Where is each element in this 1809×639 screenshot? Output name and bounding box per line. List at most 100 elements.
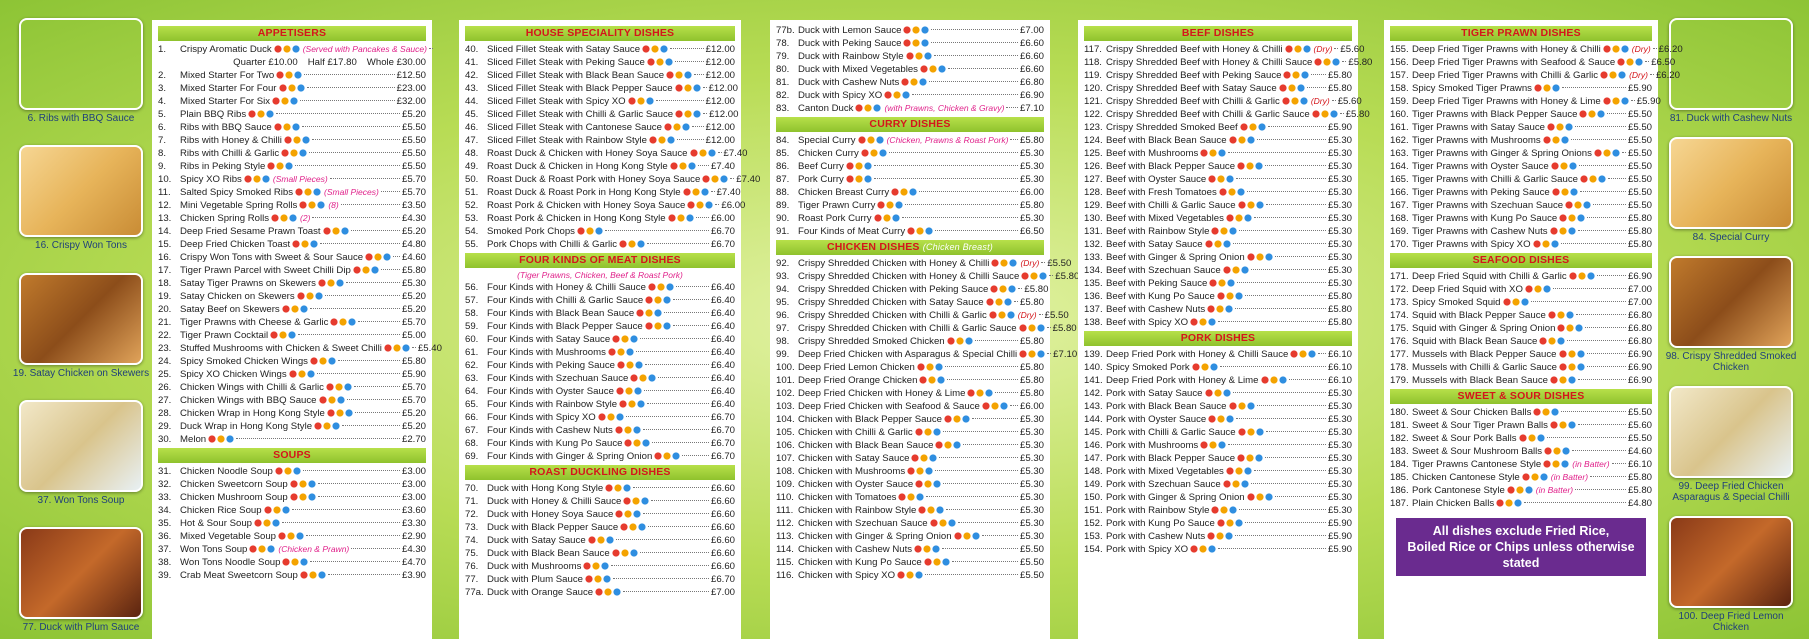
leader — [901, 217, 1018, 218]
item-price: £5.30 — [1019, 161, 1044, 172]
item-number: 13. — [158, 213, 172, 224]
item-number: 106. — [776, 440, 795, 451]
item-number: 59. — [465, 321, 479, 332]
menu-item: 147. Pork with Black Pepper Sauce £5.30 — [1084, 452, 1352, 465]
menu-item: 126. Beef with Black Pepper Sauce £5.30 — [1084, 160, 1352, 173]
menu-item: 128. Beef with Fresh Tomatoes £5.30 — [1084, 186, 1352, 199]
menu-item: 42. Sliced Fillet Steak with Black Bean S… — [465, 69, 735, 82]
item-name: Roast Duck & Roast Pork with Honey Soya … — [487, 173, 728, 186]
item-number: 77. — [465, 574, 479, 585]
leader — [1611, 463, 1626, 464]
menu-item: 174. Squid with Black Pepper Sauce £6.80 — [1390, 309, 1652, 322]
item-number: 142. — [1084, 388, 1103, 399]
item-number: 70. — [465, 483, 479, 494]
item-price: £5.50 — [401, 148, 426, 159]
leader — [931, 29, 1018, 30]
menu-item: 63. Four Kinds with Szechuan Sauce £6.40 — [465, 372, 735, 385]
photo-image — [19, 272, 143, 365]
menu-item: 118. Crispy Shredded Beef with Honey & Ch… — [1084, 56, 1372, 69]
menu-item: 12. Mini Vegetable Spring Rolls (8) £3.50 — [158, 199, 426, 212]
leader — [873, 178, 1018, 179]
item-number: 145. — [1084, 427, 1103, 438]
item-number: 160. — [1390, 109, 1409, 120]
leader — [1630, 100, 1635, 101]
leader — [946, 509, 1018, 510]
leader — [1530, 301, 1626, 302]
item-number: 22. — [158, 330, 172, 341]
menu-item: 116. Chicken with Spicy XO £5.50 — [776, 569, 1044, 582]
item-note: (Dry) — [1631, 44, 1651, 54]
item-name: Pork Chops with Chilli & Garlic — [487, 238, 645, 251]
item-name: Chicken Wings with BBQ Sauce — [180, 394, 345, 407]
item-price: £4.80 — [401, 239, 426, 250]
item-name: Pork Cantonese Style — [1412, 484, 1533, 497]
item-name: Chicken with Satay Sauce — [798, 452, 937, 465]
item-name: Deep Fried Orange Chicken — [798, 374, 945, 387]
item-number: 116. — [776, 570, 794, 581]
item-name: Tiger Prawns with Peking Sauce — [1412, 186, 1578, 199]
item-name: Pork with Chilli & Garlic Sauce — [1106, 426, 1264, 439]
leader — [276, 113, 400, 114]
item-price: £3.00 — [401, 479, 426, 490]
leader — [1552, 288, 1626, 289]
item-number: 133. — [1084, 252, 1103, 263]
item-name: Chicken Spring Rolls — [180, 212, 297, 225]
item-price: £5.30 — [1019, 414, 1044, 425]
item-number: 118. — [1084, 57, 1102, 68]
item-price: £5.80 — [1055, 271, 1080, 282]
item-name: Pork with Satay Sauce — [1106, 387, 1231, 400]
leader — [1235, 535, 1326, 536]
item-name: Duck with Cashew Nuts — [798, 76, 927, 89]
item-price: £5.30 — [401, 278, 426, 289]
item-number: 141. — [1084, 375, 1103, 386]
leader — [682, 455, 709, 456]
leader — [411, 347, 416, 348]
menu-item: 176. Squid with Black Bean Sauce £6.80 — [1390, 335, 1652, 348]
leader — [1590, 476, 1626, 477]
leader — [647, 243, 709, 244]
leader — [309, 152, 400, 153]
item-name: Chicken with Oyster Sauce — [798, 478, 941, 491]
item-name: Ribs with BBQ Sauce — [180, 121, 300, 134]
item-name: Crispy Shredded Beef with Chilli & Garli… — [1106, 108, 1338, 121]
item-number: 35. — [158, 518, 172, 529]
menu-item: 124. Beef with Black Bean Sauce £5.30 — [1084, 134, 1352, 147]
item-price: £6.60 — [710, 509, 735, 520]
item-number: 123. — [1084, 122, 1103, 133]
menu-item: 65. Four Kinds with Rainbow Style £6.40 — [465, 398, 735, 411]
item-price: £5.20 — [401, 109, 426, 120]
item-price: £6.60 — [710, 522, 735, 533]
leader — [1253, 470, 1326, 471]
item-price: £5.20 — [401, 291, 426, 302]
menu-item: 138. Beef with Spicy XO £5.80 — [1084, 316, 1352, 329]
item-price: £3.60 — [401, 505, 426, 516]
menu-item: 149. Pork with Szechuan Sauce £5.30 — [1084, 478, 1352, 491]
item-name: Tiger Prawns with Kung Po Sauce — [1412, 212, 1585, 225]
menu-item: 6. Ribs with BBQ Sauce £5.50 — [158, 121, 426, 134]
item-price: £6.70 — [710, 226, 735, 237]
item-number: 97. — [776, 323, 790, 334]
menu-item: 79. Duck with Rainbow Style £6.60 — [776, 50, 1044, 63]
item-price: £5.30 — [1019, 174, 1044, 185]
leader — [1041, 262, 1046, 263]
menu-item: 49. Roast Duck & Chicken in Hong Kong Sty… — [465, 160, 735, 173]
leader — [1274, 496, 1326, 497]
menu-item: 22. Tiger Prawn Cocktail £5.00 — [158, 329, 426, 342]
leader — [933, 55, 1018, 56]
item-number: 177. — [1390, 349, 1409, 360]
leader — [931, 42, 1018, 43]
leader — [1256, 139, 1326, 140]
item-name: Four Kinds with Chilli & Garlic Sauce — [487, 294, 671, 307]
menu-item: 69. Four Kinds with Ginger & Spring Onion… — [465, 450, 735, 463]
menu-item: 178. Mussels with Chilli & Garlic Sauce £6… — [1390, 361, 1652, 374]
menu-item: 155. Deep Fried Tiger Prawns with Honey &… — [1390, 43, 1683, 56]
item-name: Chicken with Szechuan Sauce — [798, 517, 956, 530]
item-name: Spicy XO Ribs — [180, 173, 270, 186]
item-price: £5.50 — [1627, 148, 1652, 159]
leader — [1575, 489, 1626, 490]
item-note: (Chicken & Prawn) — [278, 544, 350, 554]
leader — [702, 87, 707, 88]
item-number: 66. — [465, 412, 479, 423]
leader — [1577, 230, 1626, 231]
leader — [615, 539, 709, 540]
